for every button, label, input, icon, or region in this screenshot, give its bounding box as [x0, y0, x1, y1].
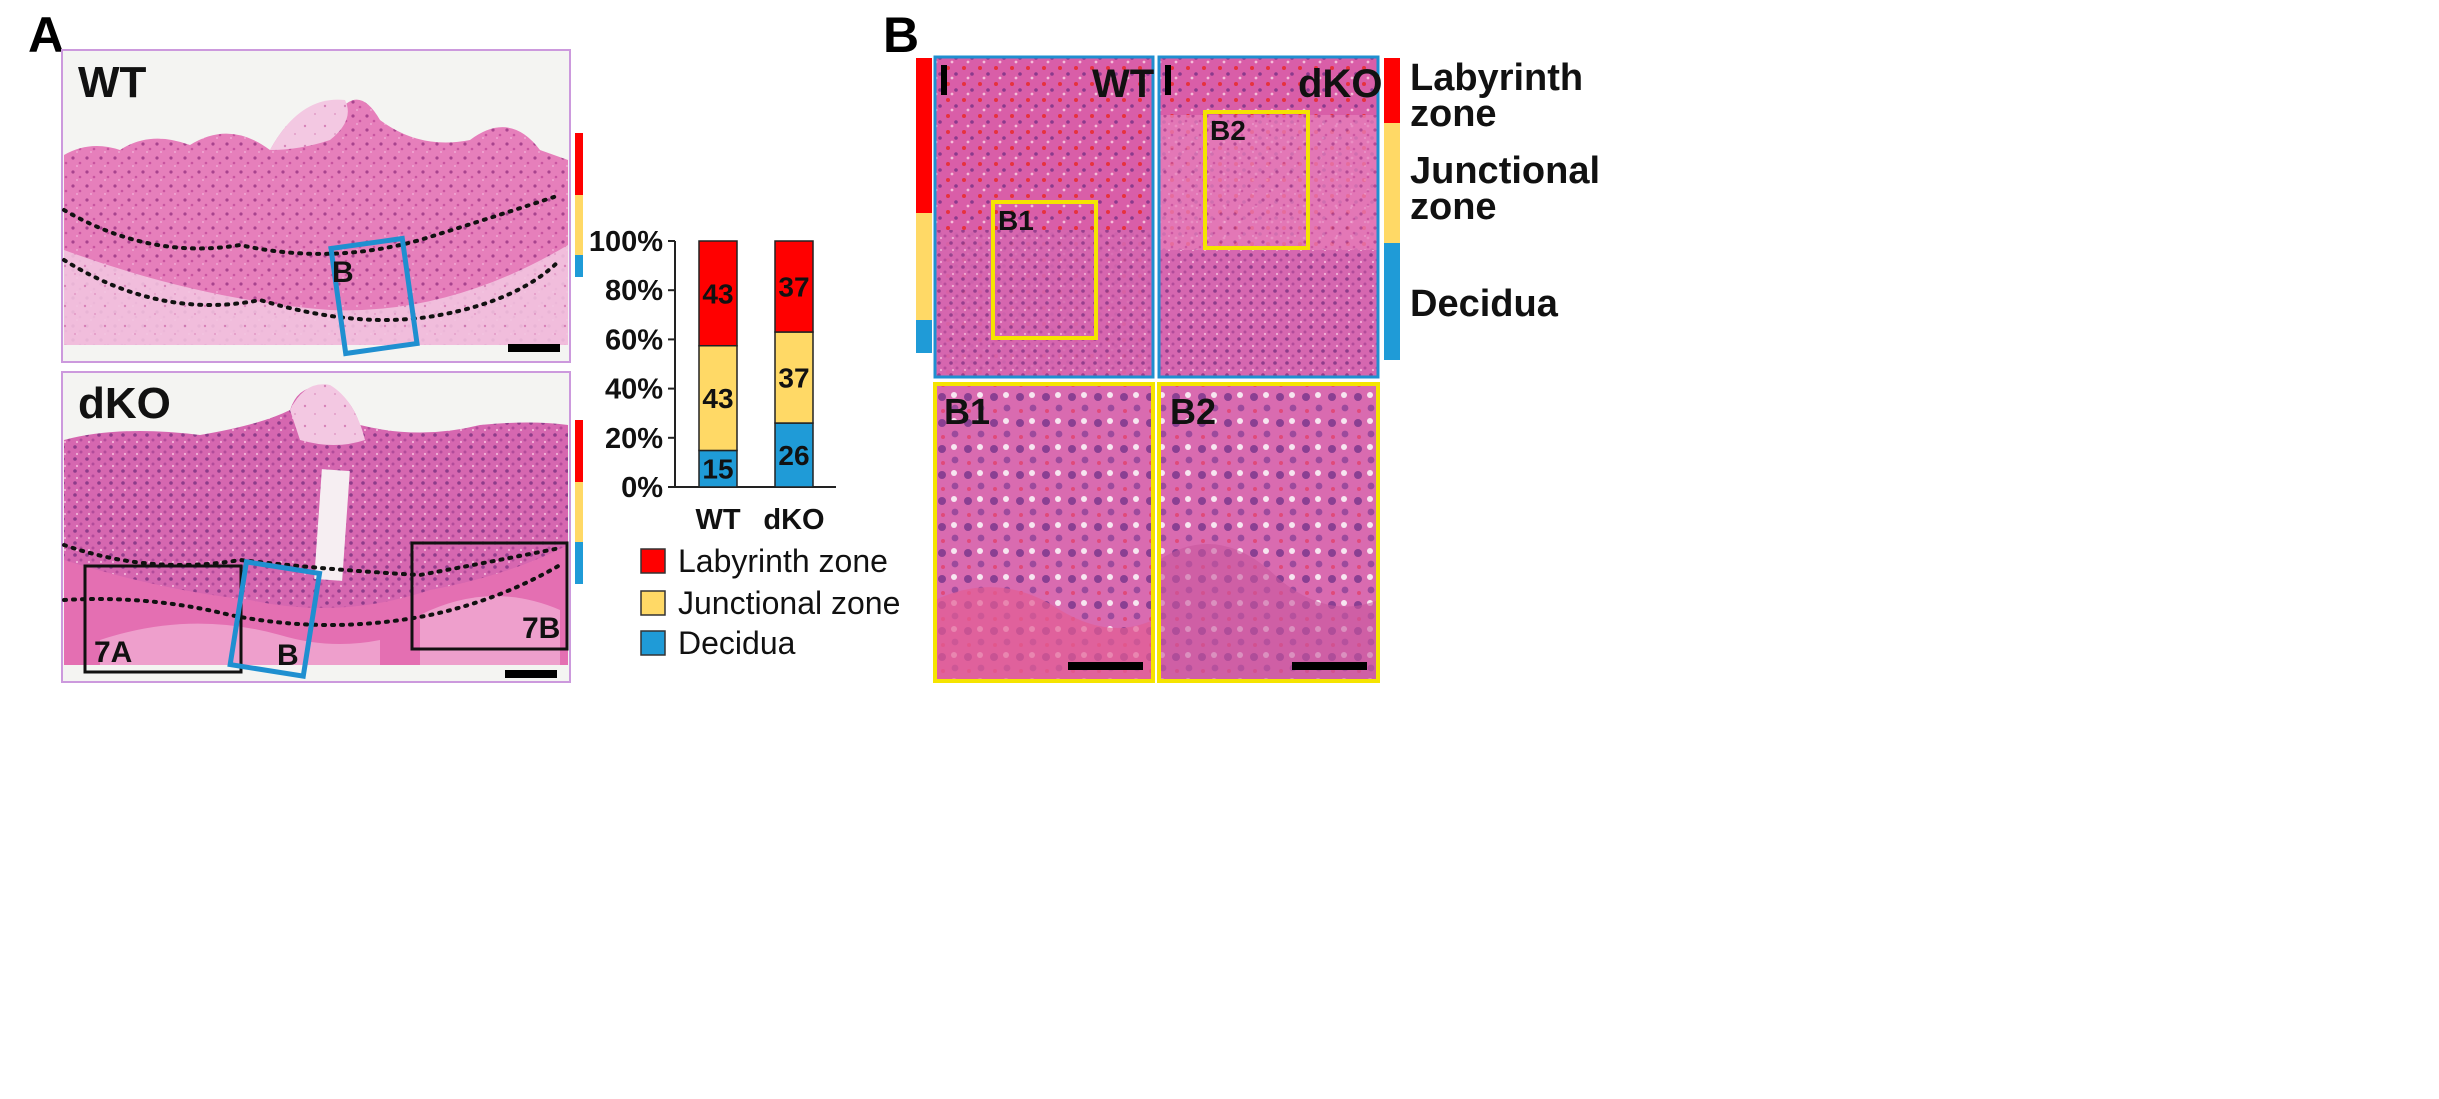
dko-micrograph: dKO 7A 7B B: [61, 371, 571, 683]
zone-label-labyrinth-2: zone: [1410, 93, 1497, 135]
dko-label-b: dKO: [1298, 62, 1382, 106]
dko-label-a: dKO: [78, 379, 171, 428]
y-tick-label: 80%: [605, 275, 663, 307]
wt-box-b: [328, 235, 420, 357]
legend-label-labyrinth: Labyrinth zone: [678, 543, 888, 579]
zone-label-junctional-2: zone: [1410, 186, 1497, 228]
stacked-bar-chart: 0% 20% 40% 60% 80% 100% 15 43 43 WT 26 37 37 dKO: [589, 226, 836, 536]
data-label-junctional-zone: 43: [702, 383, 733, 414]
bar-junctional-zone: [698, 344, 738, 452]
box-7a-label: 7A: [94, 636, 132, 669]
panel-b-letter: B: [883, 7, 919, 63]
zone-label-labyrinth-1: Labyrinth: [1410, 57, 1583, 99]
dko-zone-bar: [575, 420, 583, 584]
wt-label-a: WT: [78, 58, 147, 107]
y-tick-label: 0%: [621, 472, 663, 504]
inset-b1-label: B1: [998, 205, 1034, 236]
data-label-labyrinth-zone: 37: [778, 272, 809, 303]
x-tick-label: dKO: [763, 504, 824, 536]
box-7b: [410, 541, 569, 651]
scale-bar-b1: [1068, 662, 1143, 670]
y-tick-label: 20%: [605, 423, 663, 455]
wt-label-b: WT: [1092, 62, 1154, 106]
wt-lowmag-image: WT B1: [933, 55, 1155, 379]
wt-micrograph: WT B: [61, 49, 571, 363]
inset-box-b2: [1203, 110, 1310, 250]
scale-bar-wt-b: [941, 65, 947, 95]
panel-a-letter: A: [28, 7, 64, 63]
y-tick-label: 60%: [605, 324, 663, 356]
data-label-junctional-zone: 37: [778, 363, 809, 394]
panel-b-left-zone-bar: [916, 58, 932, 353]
legend-label-junctional: Junctional zone: [678, 585, 900, 621]
legend-swatch-labyrinth: [640, 548, 666, 574]
bar-labyrinth-zone: [698, 240, 738, 347]
legend-label-decidua: Decidua: [678, 625, 796, 661]
dko-box-b-label: B: [277, 639, 299, 672]
scale-bar-b2: [1292, 662, 1367, 670]
panel-b-right-zone-bar: [1384, 58, 1400, 360]
y-tick-label: 40%: [605, 374, 663, 406]
zone-label-decidua: Decidua: [1410, 283, 1559, 325]
box-7b-label: 7B: [522, 612, 560, 645]
zoom-b2-image: B2: [1157, 382, 1380, 683]
y-tick-label: 100%: [589, 226, 663, 258]
inset-b2-label: B2: [1210, 115, 1246, 146]
scale-bar-dko: [505, 670, 557, 678]
dko-lowmag-image: dKO B2: [1157, 55, 1382, 379]
data-label-decidua: 26: [778, 440, 809, 471]
data-label-labyrinth-zone: 43: [702, 278, 733, 309]
bar-decidua: [774, 422, 814, 488]
scale-bar-wt: [508, 344, 560, 352]
chart-legend: Labyrinth zone Junctional zone Decidua: [640, 543, 900, 661]
wt-box-b-label: B: [332, 256, 354, 289]
zoom-b1-label: B1: [944, 391, 990, 432]
data-label-decidua: 15: [702, 454, 733, 485]
box-7a: [83, 564, 243, 674]
legend-swatch-decidua: [640, 630, 666, 656]
legend-swatch-junctional: [640, 590, 666, 616]
bar-decidua: [698, 449, 738, 488]
wt-zone-bar: [575, 133, 583, 277]
dko-box-b: [227, 558, 323, 679]
bar-labyrinth-zone: [774, 240, 814, 333]
zone-label-junctional-1: Junctional: [1410, 150, 1600, 192]
inset-box-b1: [991, 200, 1098, 340]
x-tick-label: WT: [695, 504, 740, 536]
scale-bar-dko-b: [1165, 65, 1171, 95]
zoom-b2-label: B2: [1170, 391, 1216, 432]
zoom-b1-image: B1: [933, 382, 1155, 683]
